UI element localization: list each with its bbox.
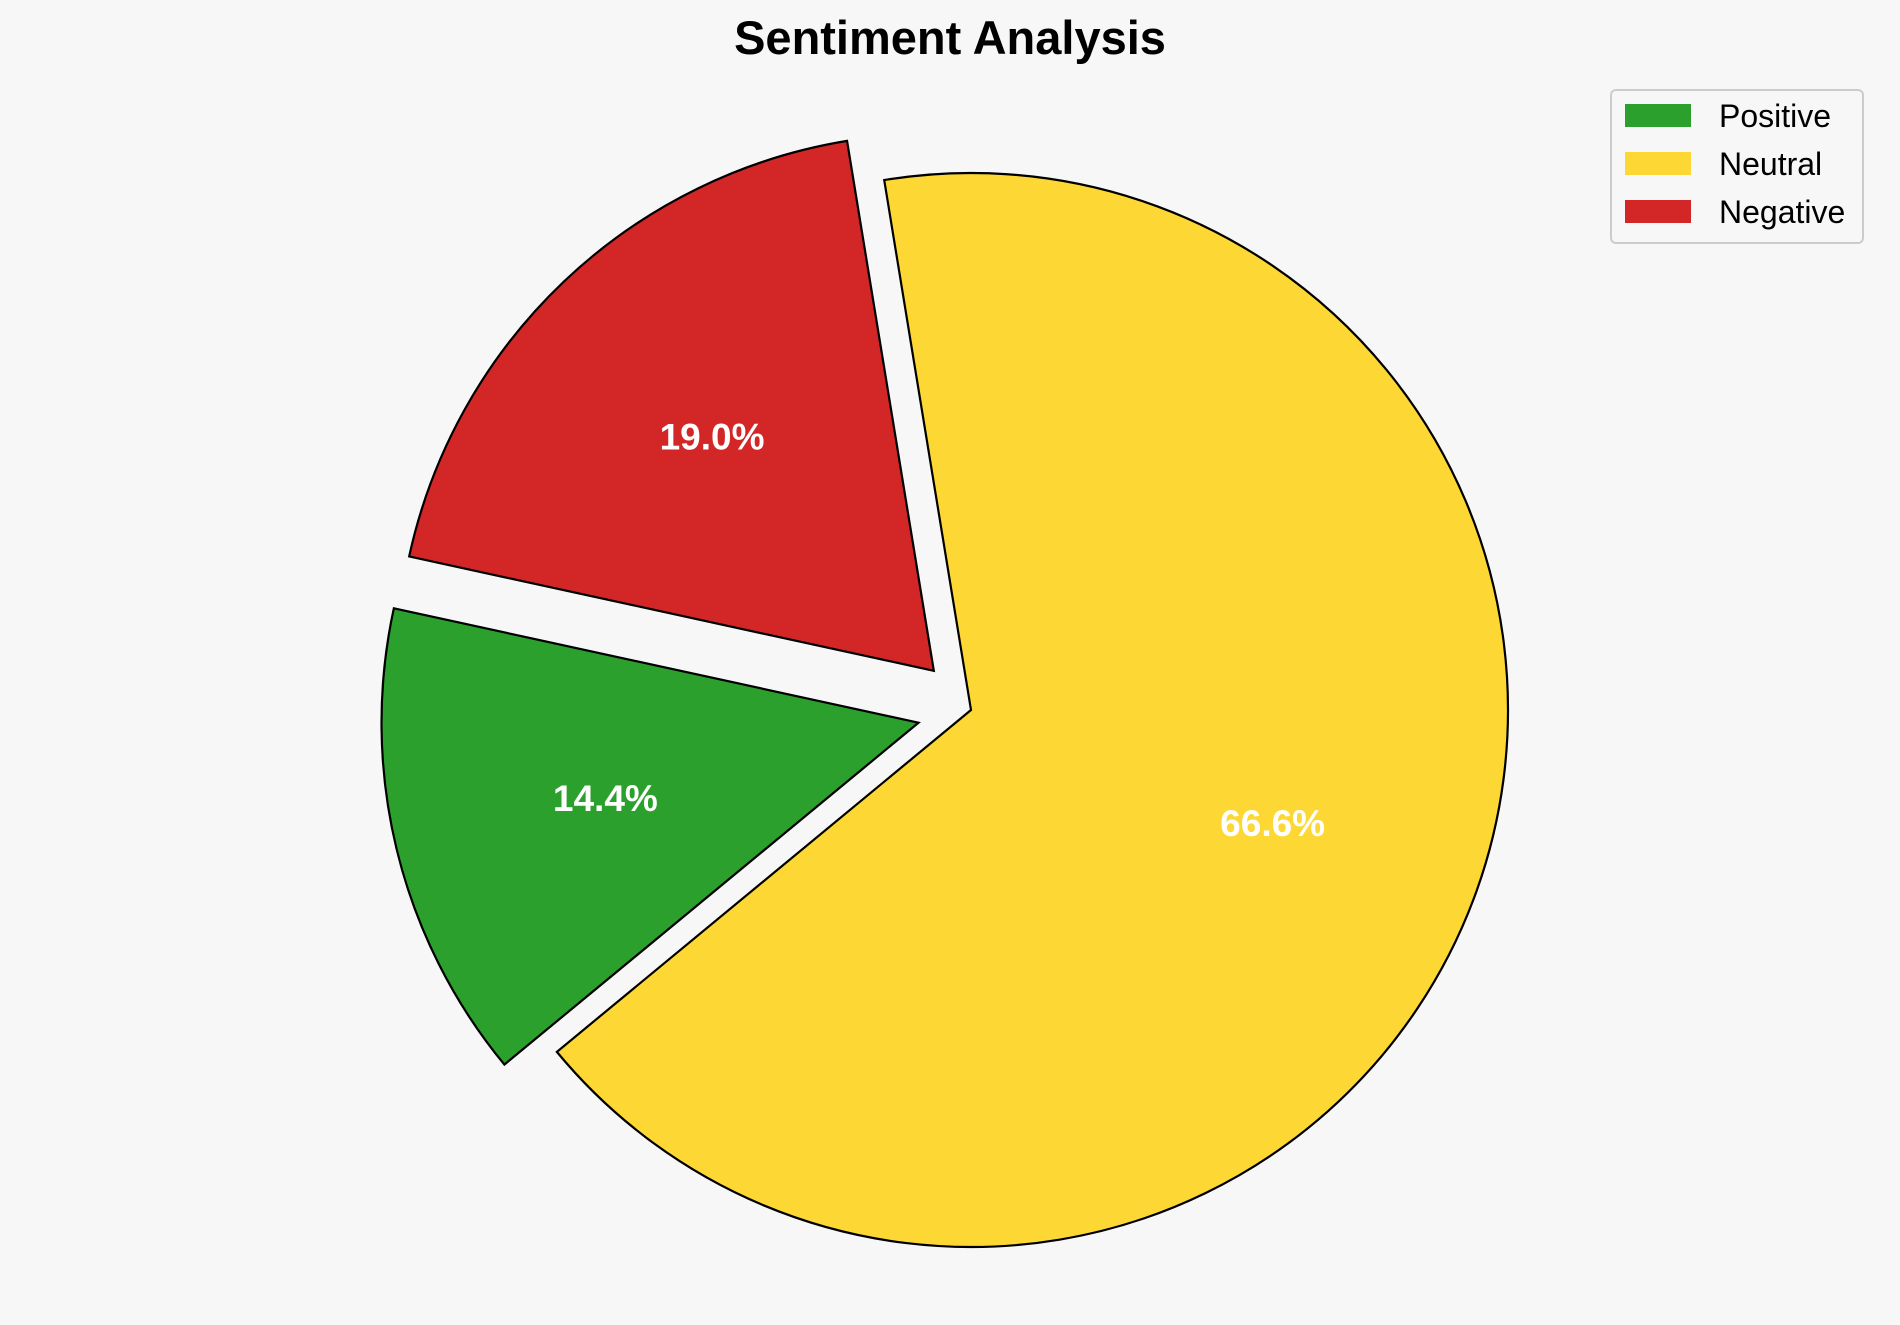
legend: Positive Neutral Negative: [1610, 89, 1864, 244]
legend-swatch-negative: [1625, 200, 1691, 223]
pie-slice-positive: [380, 607, 921, 1067]
pie-slice-labels: 14.4% 66.6% 19.0%: [553, 417, 1325, 844]
legend-label-positive: Positive: [1719, 98, 1831, 134]
pie-slice-negative: [407, 139, 936, 673]
pie-slice-neutral: [555, 171, 1510, 1249]
legend-label-neutral: Neutral: [1719, 146, 1822, 182]
legend-label-negative: Negative: [1719, 194, 1845, 230]
chart-title: Sentiment Analysis: [734, 11, 1166, 64]
pie-label-neutral: 66.6%: [1220, 803, 1325, 844]
pie-label-negative: 19.0%: [660, 417, 765, 458]
legend-swatch-neutral: [1625, 152, 1691, 175]
pie-label-positive: 14.4%: [553, 778, 658, 819]
legend-swatch-positive: [1625, 104, 1691, 127]
pie-slices: [380, 139, 1510, 1249]
